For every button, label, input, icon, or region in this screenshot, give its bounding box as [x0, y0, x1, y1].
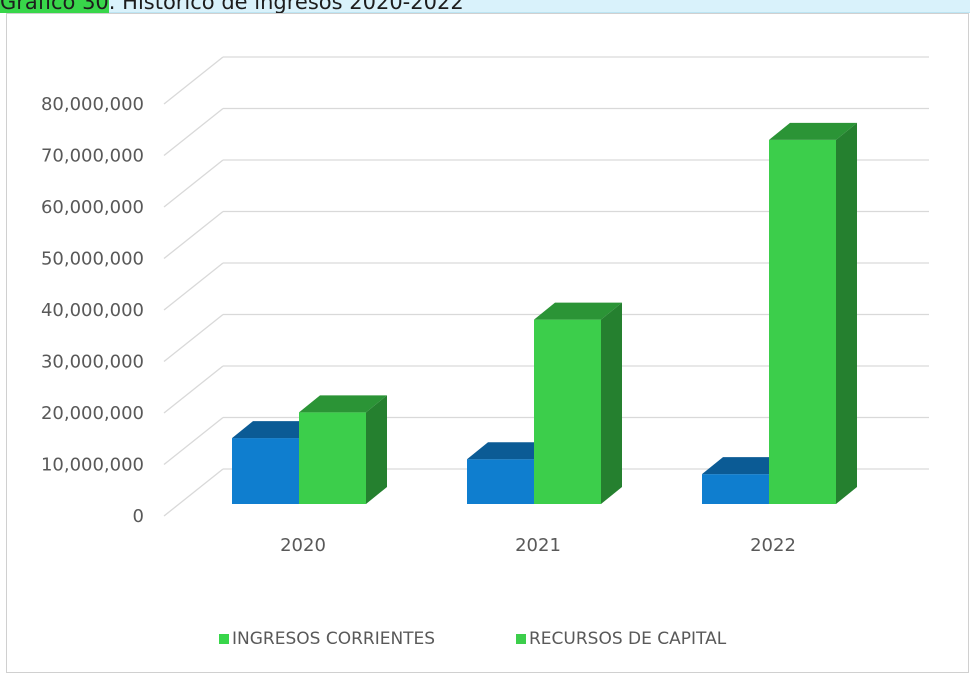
y-tick-label: 50,000,000: [41, 249, 144, 270]
y-tick-label: 20,000,000: [41, 403, 144, 424]
legend-swatch: [219, 634, 229, 644]
chart-frame: 0 10,000,000 20,000,000 30,000,000 40,000,00…: [6, 13, 969, 673]
caption-text: . Histórico de ingresos 2020-2022: [108, 0, 464, 13]
legend-swatch: [516, 634, 526, 644]
chart-caption: Gráfico 30. Histórico de ingresos 2020-2…: [0, 0, 464, 13]
x-tick-label: 2021: [515, 535, 561, 556]
x-tick-label: 2022: [750, 535, 796, 556]
bar: [534, 302, 622, 504]
y-tick-label: 80,000,000: [41, 94, 144, 115]
caption-number: Gráfico 30: [0, 0, 109, 13]
bar: [769, 122, 857, 505]
chart-svg: 0 10,000,000 20,000,000 30,000,000 40,000,00…: [41, 56, 929, 649]
gridline-side: [163, 159, 224, 208]
gridline-side: [163, 365, 224, 414]
gridline-side: [163, 107, 224, 157]
y-tick-label: 0: [133, 506, 144, 527]
gridline-side: [163, 416, 224, 466]
caption-band: [0, 0, 970, 13]
gridline-side: [163, 210, 224, 260]
y-tick-label: 70,000,000: [41, 146, 144, 167]
legend-label: RECURSOS DE CAPITAL: [529, 629, 727, 649]
y-tick-label: 60,000,000: [41, 197, 144, 218]
y-tick-label: 10,000,000: [41, 455, 144, 476]
gridline-side: [163, 56, 224, 105]
gridline-side: [163, 262, 224, 311]
bar: [299, 395, 387, 504]
y-tick-label: 40,000,000: [41, 300, 144, 321]
y-tick-label: 30,000,000: [41, 352, 144, 373]
gridline-side: [163, 468, 224, 517]
legend-label: INGRESOS CORRIENTES: [232, 629, 435, 649]
x-tick-label: 2020: [280, 535, 326, 556]
gridline-side: [163, 313, 224, 363]
